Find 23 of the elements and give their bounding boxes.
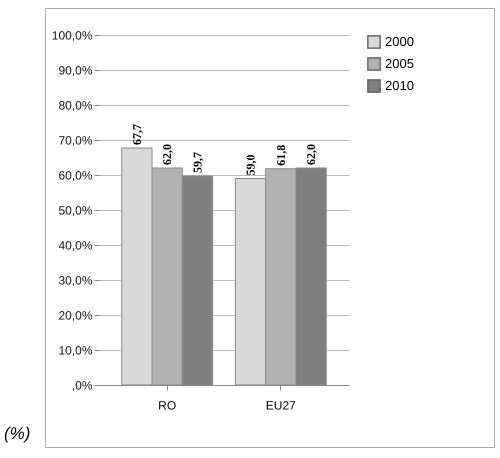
x-tick-label: RO — [158, 398, 176, 412]
y-tick-label: 90,0% — [58, 64, 93, 78]
data-label: 62,0 — [304, 144, 318, 165]
legend-label: 2005 — [385, 56, 414, 71]
y-tick-label: 100,0% — [52, 28, 93, 42]
y-tick-label: 40,0% — [58, 238, 93, 252]
y-tick-label: 20,0% — [58, 308, 93, 322]
data-label: 59,0 — [244, 154, 258, 176]
x-tick-label: EU27 — [266, 398, 296, 412]
y-tick-label: 70,0% — [58, 134, 93, 148]
text: (%) — [4, 424, 30, 444]
y-tick-label: 30,0% — [58, 274, 93, 288]
data-label: 59,7 — [190, 152, 204, 174]
y-tick-label: 60,0% — [58, 168, 93, 182]
y-tick-label: 50,0% — [58, 204, 93, 218]
data-label: 62,0 — [160, 144, 174, 165]
legend-label: 2000 — [385, 34, 414, 49]
data-label: 67,7 — [130, 124, 144, 146]
data-label: 61,8 — [274, 144, 288, 166]
y-tick-label: ,0% — [72, 378, 93, 392]
y-tick-label: 10,0% — [58, 344, 93, 358]
y-tick-label: 80,0% — [58, 98, 93, 112]
legend-label: 2010 — [385, 78, 414, 93]
